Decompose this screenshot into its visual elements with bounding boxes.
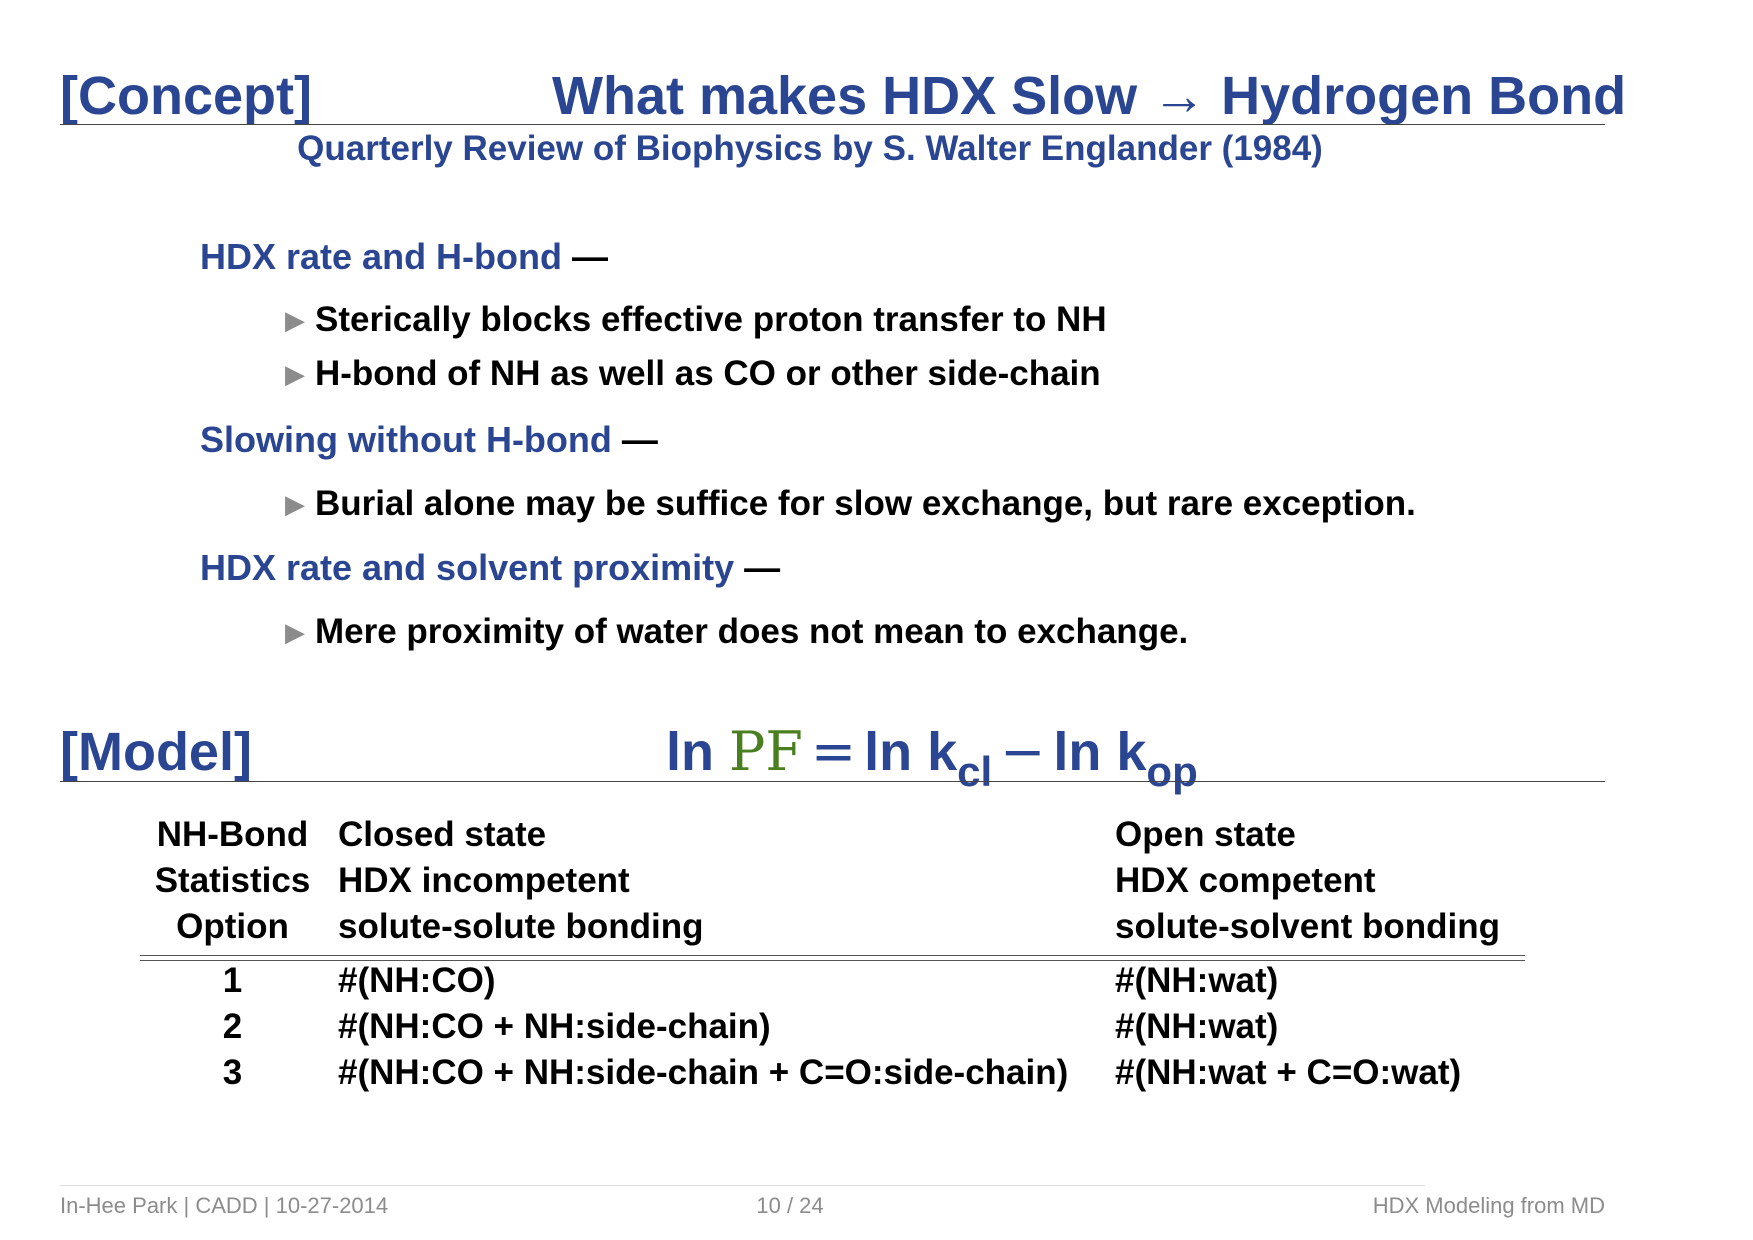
table-header-cell: HDX incompetent — [338, 861, 630, 900]
section-heading-text: HDX rate and H-bond — [200, 236, 563, 277]
section-heading-solvent: HDX rate and solvent proximity — — [200, 548, 780, 588]
eq-ln: ln — [666, 722, 714, 782]
bullet-text: Burial alone may be suffice for slow exc… — [315, 484, 1416, 523]
table-header-cell: Closed state — [338, 815, 547, 854]
table-header-cell: NH-Bond — [156, 815, 309, 854]
section-heading-without-hbond: Slowing without H-bond — — [200, 420, 658, 460]
table-header-rule — [140, 955, 1525, 956]
model-equation: ln PF = ln kcl − ln kop — [666, 720, 1198, 793]
model-divider — [60, 781, 1605, 782]
eq-sub-op: op — [1146, 748, 1198, 795]
table-header-cell: HDX competent — [1115, 861, 1376, 900]
table-header-rule — [140, 960, 1525, 961]
page-number: 10 / 24 — [756, 1193, 824, 1218]
section-dash: — — [621, 419, 658, 460]
eq-ln-kop: ln k — [1053, 722, 1147, 782]
table-row-open: #(NH:wat) — [1115, 961, 1279, 1000]
table-header-cell: solute-solvent bonding — [1115, 907, 1500, 946]
bullet-item: ▶ Burial alone may be suffice for slow ex… — [285, 484, 1416, 526]
eq-equals: = — [810, 720, 857, 783]
triangle-bullet-icon: ▶ — [285, 359, 305, 389]
bullet-text: H-bond of NH as well as CO or other side… — [315, 354, 1101, 393]
section-heading-text: HDX rate and solvent proximity — [200, 547, 735, 588]
footer-talk-title: HDX Modeling from MD — [1372, 1193, 1605, 1218]
section-dash: — — [572, 236, 609, 277]
model-tag: [Model] — [60, 722, 252, 782]
bullet-item: ▶ Sterically blocks effective proton tran… — [285, 300, 1107, 342]
table-row-closed: #(NH:CO + NH:side-chain) — [338, 1007, 771, 1046]
eq-minus: − — [1000, 720, 1046, 783]
bullet-text: Mere proximity of water does not mean to… — [315, 612, 1189, 651]
footer-divider — [60, 1185, 1425, 1186]
concept-tag: [Concept] — [60, 66, 312, 126]
footer-author: In-Hee Park | CADD | 10-27-2014 — [60, 1193, 389, 1218]
eq-sub-cl: cl — [957, 748, 993, 795]
table-row-option: 2 — [222, 1007, 243, 1046]
table-row-open: #(NH:wat + C=O:wat) — [1115, 1053, 1462, 1092]
table-row-closed: #(NH:CO + NH:side-chain + C=O:side-chain… — [338, 1053, 1069, 1092]
table-row-option: 1 — [222, 961, 243, 1000]
slide-subtitle: Quarterly Review of Biophysics by S. Wal… — [297, 129, 1323, 168]
triangle-bullet-icon: ▶ — [285, 489, 305, 519]
table-header-cell: Option — [176, 907, 289, 946]
section-dash: — — [744, 547, 781, 588]
eq-ln-kcl: ln k — [864, 722, 958, 782]
section-heading-text: Slowing without H-bond — [200, 419, 612, 460]
triangle-bullet-icon: ▶ — [285, 617, 305, 647]
table-row-option: 3 — [222, 1053, 243, 1092]
slide-title: What makes HDX Slow → Hydrogen Bond — [552, 66, 1627, 126]
title-divider — [60, 124, 1605, 125]
table-row-closed: #(NH:CO) — [338, 961, 496, 1000]
bullet-item: ▶ Mere proximity of water does not mean t… — [285, 612, 1188, 654]
table-row-open: #(NH:wat) — [1115, 1007, 1279, 1046]
table-header-cell: Statistics — [154, 861, 311, 900]
triangle-bullet-icon: ▶ — [285, 305, 305, 335]
bullet-text: Sterically blocks effective proton trans… — [315, 300, 1107, 339]
eq-pf: PF — [729, 720, 803, 783]
section-heading-hbond: HDX rate and H-bond — — [200, 237, 608, 277]
table-header-cell: solute-solute bonding — [338, 907, 704, 946]
bullet-item: ▶ H-bond of NH as well as CO or other sid… — [285, 354, 1101, 396]
table-header-cell: Open state — [1115, 815, 1296, 854]
